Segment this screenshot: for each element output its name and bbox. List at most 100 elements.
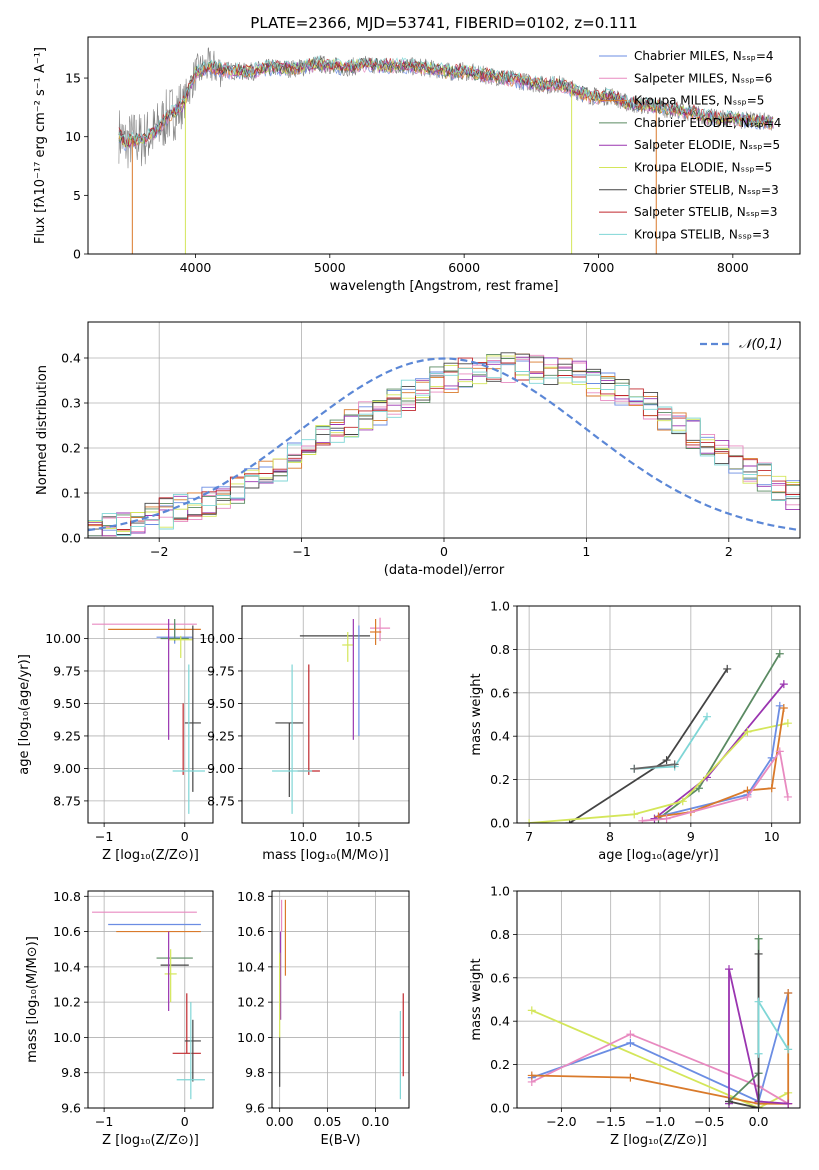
x-tick-label: 0.00	[266, 1114, 294, 1129]
x-tick-label: −0.5	[694, 1114, 724, 1129]
data-point-marker	[725, 965, 734, 974]
data-point-marker	[527, 1006, 536, 1015]
data-point-marker	[784, 1099, 793, 1108]
mass-weight-series-line	[529, 722, 789, 823]
mass-weight-vs-age-axes: 7 8 9 10 0.0 0.2 0.4 0.6 0.8 1.0 age [log₁₀(age/yr…	[469, 599, 800, 863]
axes-frame	[87, 605, 214, 824]
model-spectrum-line	[118, 55, 774, 146]
y-tick-label: 9.8	[245, 1065, 265, 1080]
data-point-marker	[779, 703, 788, 712]
x-tick-label: 0.05	[314, 1114, 342, 1129]
data-point-marker	[754, 1104, 763, 1108]
y-tick-label: 0.2	[490, 772, 510, 787]
x-tick-label: −2.0	[546, 1114, 576, 1129]
x-tick-label: −1.0	[645, 1114, 675, 1129]
y-tick-label: 10.2	[53, 995, 81, 1010]
y-tick-label: 10.2	[237, 995, 265, 1010]
age-vs-mass-points	[242, 606, 409, 823]
model-spectrum-line	[118, 57, 774, 147]
y-tick-label: 10.00	[45, 631, 81, 646]
y-tick-label: 10.0	[237, 1030, 265, 1045]
axes-frame	[516, 605, 801, 824]
mass-weight-series-line	[653, 683, 785, 820]
data-point-marker	[662, 756, 671, 765]
x-tick-label: 4000	[180, 260, 212, 275]
data-point-marker	[754, 934, 763, 943]
mass-weight-vs-age-lines	[525, 649, 792, 823]
axes-frame	[516, 890, 801, 1109]
x-axis-label: (data-model)/error	[384, 563, 505, 578]
age-vs-mass-axes: 10.0 10.5 8.75 9.00 9.25 9.50 9.75 10.00 mass [l…	[199, 631, 389, 863]
data-point-marker	[754, 1049, 763, 1058]
mass-weight-series-line	[531, 992, 790, 1103]
y-tick-label: 10.6	[237, 924, 265, 939]
data-point-marker	[779, 680, 788, 689]
age-vs-z-axes: −1 0 8.75 9.00 9.25 9.50 9.75 10.00 Z [log₁₀(Z/Z…	[17, 631, 199, 863]
y-axis-label: mass [log₁₀(M/M⊙)]	[25, 936, 40, 1063]
data-point-marker	[703, 712, 712, 721]
data-point-marker	[670, 760, 679, 769]
y-tick-label: 0.6	[490, 970, 510, 985]
y-tick-label: 9.25	[53, 728, 81, 743]
data-point-marker	[626, 1038, 635, 1047]
y-tick-label: 10.0	[53, 1030, 81, 1045]
y-tick-label: 0.4	[490, 1014, 510, 1029]
x-axis-label: Z [log₁₀(Z/Z⊙)]	[610, 1133, 707, 1148]
histogram-series-step	[88, 352, 800, 535]
data-point-marker	[783, 719, 792, 728]
legend-label: Chabrier MILES, Nₛₛₚ=4	[634, 49, 774, 63]
data-point-marker	[638, 816, 647, 823]
x-axis-label: E(B-V)	[320, 1133, 360, 1148]
normal-reference-curve	[88, 357, 800, 532]
x-tick-label: 7	[525, 829, 533, 844]
data-point-marker	[775, 701, 784, 710]
y-tick-label: 9.75	[207, 663, 235, 678]
mass-weight-vs-z-lines	[527, 934, 793, 1108]
y-tick-label: 0	[73, 247, 81, 262]
mass-weight-series-line	[569, 668, 728, 823]
data-point-marker	[767, 784, 776, 793]
x-axis-label: age [log₁₀(age/yr)]	[598, 848, 719, 863]
y-axis-label: mass weight	[469, 673, 484, 755]
data-point-marker	[725, 1097, 734, 1106]
data-point-marker	[630, 764, 639, 773]
axes-frame	[87, 321, 801, 539]
y-tick-label: 8.75	[53, 793, 81, 808]
y-tick-label: 9.50	[53, 696, 81, 711]
data-point-marker	[678, 797, 687, 806]
y-tick-label: 9.8	[61, 1065, 81, 1080]
data-point-marker	[525, 819, 534, 823]
chart-title: PLATE=2366, MJD=53741, FIBERID=0102, z=0…	[250, 14, 637, 32]
y-tick-label: 15	[65, 71, 81, 86]
x-tick-label: 2	[725, 544, 733, 559]
y-tick-label: 0.0	[490, 1101, 510, 1116]
x-axis-label: mass [log₁₀(M/M⊙)]	[262, 848, 389, 863]
data-point-marker	[743, 792, 752, 801]
residual-histogram-axes: −2 −1 0 1 2 0.0 0.1 0.2 0.3 0.4 (data-model)/error…	[35, 322, 800, 578]
y-tick-label: 10.8	[237, 889, 265, 904]
y-axis-label: mass weight	[469, 958, 484, 1040]
y-tick-label: 10.4	[53, 959, 81, 974]
x-tick-label: 0.10	[362, 1114, 390, 1129]
y-tick-label: 9.6	[61, 1101, 81, 1116]
y-tick-label: 0.2	[61, 441, 81, 456]
mass-vs-z-points	[88, 891, 213, 1108]
mass-vs-ebv-axes: 0.00 0.05 0.10 9.6 9.8 10.0 10.2 10.4 10.6 10.8 E(…	[237, 889, 389, 1148]
data-point-marker	[784, 988, 793, 997]
y-tick-label: 0.0	[490, 816, 510, 831]
histogram-series-step	[88, 363, 800, 537]
y-tick-label: 0.2	[490, 1057, 510, 1072]
age-vs-z-points	[88, 606, 213, 823]
y-tick-label: 10.8	[53, 889, 81, 904]
y-tick-label: 9.50	[207, 696, 235, 711]
mass-vs-z-axes: −1 0 9.6 9.8 10.0 10.2 10.4 10.6 10.8 Z [log₁₀(Z/…	[25, 889, 199, 1148]
y-tick-label: 10.4	[237, 959, 265, 974]
x-tick-label: 10	[764, 829, 780, 844]
data-point-marker	[527, 1071, 536, 1080]
y-tick-label: 0.1	[61, 486, 81, 501]
mass-weight-series-line	[658, 705, 781, 818]
y-tick-label: 5	[73, 188, 81, 203]
legend-label: Salpeter STELIB, Nₛₛₚ=3	[634, 205, 778, 219]
x-tick-label: 8	[606, 829, 614, 844]
